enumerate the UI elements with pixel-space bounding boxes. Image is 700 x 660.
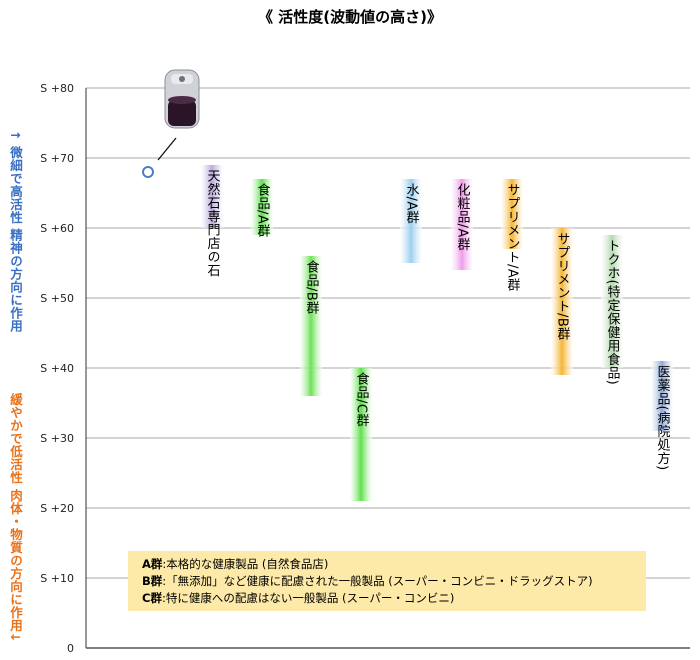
chart-title: 《 活性度(波動値の高さ)》 [258, 8, 442, 26]
y-tick-label: S +20 [40, 502, 74, 515]
range-bar-3 [350, 368, 372, 501]
legend-key-b: B群 [142, 574, 163, 588]
legend-box: A群:本格的な健康製品 (自然食品店) B群:「無添加」など健康に配慮された一般… [128, 551, 646, 611]
range-bar-8 [601, 235, 623, 368]
legend-row-a: A群:本格的な健康製品 (自然食品店) [142, 556, 646, 573]
range-bar-label-7: サプリメント/B群 [555, 232, 571, 341]
range-bar-5 [451, 179, 473, 270]
legend-key-c: C群 [142, 591, 162, 605]
glass-container-icon [164, 69, 200, 129]
side-label-low-activity: 緩やかで低活性 肉体・物質の方向に作用↓ [8, 393, 23, 643]
range-bar-label-4: 水/A群 [404, 183, 420, 224]
range-bar-0 [201, 165, 223, 228]
marker-layer [142, 69, 200, 178]
y-tick-label: S +60 [40, 222, 74, 235]
range-bar-2 [300, 256, 322, 396]
legend-text-a: :本格的な健康製品 (自然食品店) [162, 557, 329, 571]
range-bar-label-8: トクホ(特定保健用食品) [605, 239, 621, 385]
legend-row-b: B群:「無添加」など健康に配慮された一般製品 (スーパー・コンビニ・ドラッグスト… [142, 573, 646, 590]
range-bar-label-5: 化粧品/A群 [455, 183, 471, 251]
legend-text-c: :特に健康への配慮はない一般製品 (スーパー・コンビニ) [161, 591, 455, 605]
legend-row-c: C群:特に健康への配慮はない一般製品 (スーパー・コンビニ) [142, 590, 646, 607]
range-bar-1 [251, 179, 273, 235]
range-bar-9 [651, 361, 673, 431]
range-bar-4 [400, 179, 422, 263]
y-tick-label: S +30 [40, 432, 74, 445]
y-tick-label: S +80 [40, 82, 74, 95]
y-tick-label: S +70 [40, 152, 74, 165]
marker-point [142, 166, 154, 178]
marker-pointer-line [157, 137, 177, 161]
range-bar-label-1: 食品/A群 [255, 182, 271, 237]
y-tick-label: S +10 [40, 572, 74, 585]
range-bar-label-9: 医薬品(病院処方) [655, 365, 671, 471]
side-label-high-activity: ↑ 微細で高活性 精神の方向に作用 [8, 130, 23, 333]
grid-layer: S +80 S +70 S +60 S +50 S +40 S +30 S +20 S +10… [40, 82, 690, 655]
bars-layer [201, 165, 673, 501]
y-tick-label: 0 [67, 642, 74, 655]
range-bar-7 [551, 228, 573, 375]
range-bar-6 [501, 179, 523, 249]
range-bar-label-6: サプリメント/A群 [505, 183, 521, 292]
y-tick-label: S +50 [40, 292, 74, 305]
range-bar-label-2: 食品/B群 [304, 259, 320, 314]
y-tick-label: S +40 [40, 362, 74, 375]
legend-key-a: A群 [142, 557, 163, 571]
range-bar-label-0: 天然石専門店の石 [205, 169, 221, 277]
legend-text-b: :「無添加」など健康に配慮された一般製品 (スーパー・コンビニ・ドラッグストア) [162, 574, 593, 588]
range-bar-label-3: 食品/C群 [354, 371, 370, 427]
